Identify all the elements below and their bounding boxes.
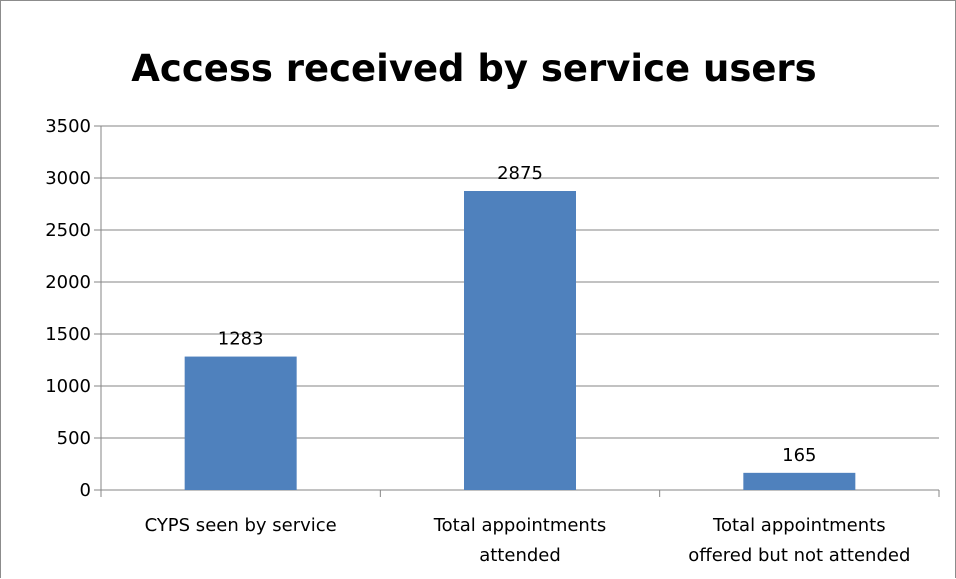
y-tick-label: 500 (57, 428, 91, 449)
x-tick-label-line: attended (479, 545, 561, 566)
labels: 1283 CYPS seen by service 2875 Total appoin… (145, 163, 911, 566)
y-tick-label: 2500 (45, 220, 91, 241)
bar (743, 472, 856, 490)
y-tick-label: 3500 (45, 116, 91, 137)
x-tick-label: CYPS seen by service (145, 515, 337, 536)
x-tick-label: Total appointments attended (433, 515, 607, 566)
bar (184, 356, 297, 490)
y-tick-label: 0 (80, 480, 91, 501)
x-tick-label: Total appointments offered but not attend… (688, 515, 910, 566)
bar (464, 191, 576, 490)
x-tick-label-line: CYPS seen by service (145, 515, 337, 536)
y-tick-label: 1000 (45, 376, 91, 397)
y-tick-label: 1500 (45, 324, 91, 345)
data-label: 165 (782, 445, 816, 466)
x-tick-label-line: Total appointments (712, 515, 886, 536)
y-tick-label: 3000 (45, 168, 91, 189)
x-tick-label-line: offered but not attended (688, 545, 910, 566)
x-tick-label-line: Total appointments (433, 515, 607, 536)
bars (184, 191, 856, 490)
data-label: 2875 (497, 163, 543, 184)
y-tick-label: 2000 (45, 272, 91, 293)
data-label: 1283 (218, 329, 264, 350)
chart-title: Access received by service users (131, 47, 816, 90)
